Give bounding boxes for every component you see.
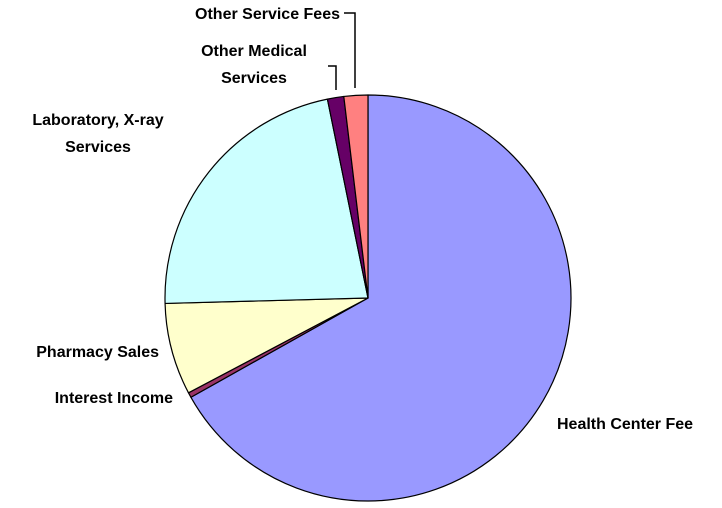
pie-slice-laboratory-x-ray-services bbox=[164, 98, 369, 305]
slice-labels: Health Center Fee Interest Income Pharma… bbox=[32, 6, 693, 433]
label-interest-income: Interest Income bbox=[55, 390, 173, 407]
pie-slice-health-center-fee bbox=[190, 94, 572, 502]
pie-slices bbox=[164, 94, 572, 502]
pie-slice-other-service-fees bbox=[343, 94, 369, 299]
label-leader-lines bbox=[328, 12, 356, 90]
label-other-medical-line2: Services bbox=[221, 70, 287, 87]
label-other-medical-line1: Other Medical bbox=[201, 43, 307, 60]
label-pharmacy-sales: Pharmacy Sales bbox=[36, 344, 159, 361]
label-other-service-fees: Other Service Fees bbox=[195, 6, 340, 23]
leader-line-other-medical-services bbox=[328, 65, 337, 90]
label-health-center-fee: Health Center Fee bbox=[557, 416, 693, 433]
label-laboratory-xray-line1: Laboratory, X-ray bbox=[32, 112, 163, 129]
label-laboratory-xray-line2: Services bbox=[65, 139, 131, 156]
leader-line-other-service-fees bbox=[344, 12, 356, 88]
